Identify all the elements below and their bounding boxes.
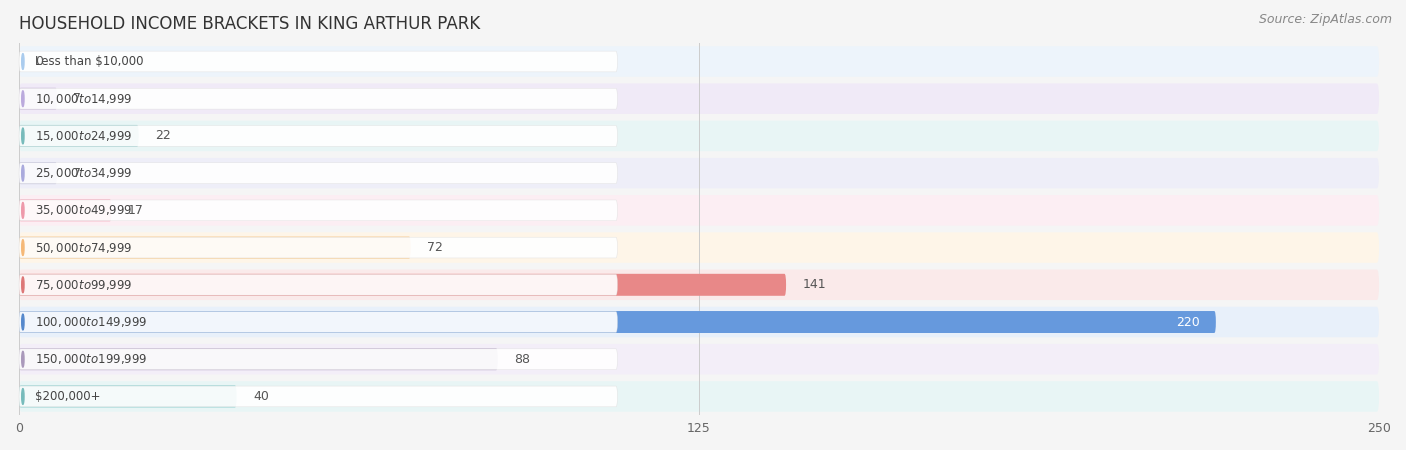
FancyBboxPatch shape	[20, 307, 1379, 337]
Text: 141: 141	[803, 278, 825, 291]
Text: $100,000 to $149,999: $100,000 to $149,999	[35, 315, 148, 329]
Text: 7: 7	[73, 92, 82, 105]
Circle shape	[21, 388, 24, 405]
FancyBboxPatch shape	[20, 270, 1379, 300]
Text: HOUSEHOLD INCOME BRACKETS IN KING ARTHUR PARK: HOUSEHOLD INCOME BRACKETS IN KING ARTHUR…	[20, 15, 481, 33]
FancyBboxPatch shape	[20, 386, 617, 407]
FancyBboxPatch shape	[20, 46, 1379, 77]
Circle shape	[21, 240, 24, 256]
Text: 72: 72	[427, 241, 443, 254]
FancyBboxPatch shape	[20, 88, 617, 109]
Circle shape	[21, 128, 24, 144]
Text: Less than $10,000: Less than $10,000	[35, 55, 143, 68]
FancyBboxPatch shape	[20, 274, 617, 295]
Text: 0: 0	[35, 55, 44, 68]
Text: 220: 220	[1175, 315, 1199, 328]
FancyBboxPatch shape	[20, 121, 1379, 151]
Text: $150,000 to $199,999: $150,000 to $199,999	[35, 352, 148, 366]
Text: $10,000 to $14,999: $10,000 to $14,999	[35, 92, 132, 106]
Text: $35,000 to $49,999: $35,000 to $49,999	[35, 203, 132, 217]
FancyBboxPatch shape	[20, 349, 617, 369]
Circle shape	[21, 165, 24, 181]
FancyBboxPatch shape	[20, 158, 1379, 189]
FancyBboxPatch shape	[20, 126, 617, 146]
Circle shape	[21, 91, 24, 107]
FancyBboxPatch shape	[20, 200, 617, 221]
FancyBboxPatch shape	[20, 163, 617, 184]
FancyBboxPatch shape	[20, 199, 111, 221]
FancyBboxPatch shape	[20, 237, 617, 258]
FancyBboxPatch shape	[20, 125, 139, 147]
Circle shape	[21, 351, 24, 367]
Circle shape	[21, 314, 24, 330]
Circle shape	[21, 54, 24, 69]
Text: 40: 40	[253, 390, 269, 403]
Text: 88: 88	[515, 353, 530, 366]
FancyBboxPatch shape	[20, 237, 411, 259]
Text: $75,000 to $99,999: $75,000 to $99,999	[35, 278, 132, 292]
FancyBboxPatch shape	[20, 386, 236, 407]
Text: $50,000 to $74,999: $50,000 to $74,999	[35, 241, 132, 255]
Circle shape	[21, 202, 24, 218]
Text: $200,000+: $200,000+	[35, 390, 100, 403]
Circle shape	[21, 277, 24, 292]
Text: 7: 7	[73, 166, 82, 180]
Text: Source: ZipAtlas.com: Source: ZipAtlas.com	[1258, 14, 1392, 27]
FancyBboxPatch shape	[20, 311, 1216, 333]
FancyBboxPatch shape	[20, 274, 786, 296]
Text: $15,000 to $24,999: $15,000 to $24,999	[35, 129, 132, 143]
FancyBboxPatch shape	[20, 88, 58, 110]
FancyBboxPatch shape	[20, 83, 1379, 114]
Text: $25,000 to $34,999: $25,000 to $34,999	[35, 166, 132, 180]
Text: 17: 17	[128, 204, 143, 217]
FancyBboxPatch shape	[20, 51, 617, 72]
FancyBboxPatch shape	[20, 232, 1379, 263]
FancyBboxPatch shape	[20, 381, 1379, 412]
FancyBboxPatch shape	[20, 344, 1379, 374]
FancyBboxPatch shape	[20, 195, 1379, 225]
Text: 22: 22	[155, 130, 170, 143]
FancyBboxPatch shape	[20, 312, 617, 333]
FancyBboxPatch shape	[20, 162, 58, 184]
FancyBboxPatch shape	[20, 348, 498, 370]
